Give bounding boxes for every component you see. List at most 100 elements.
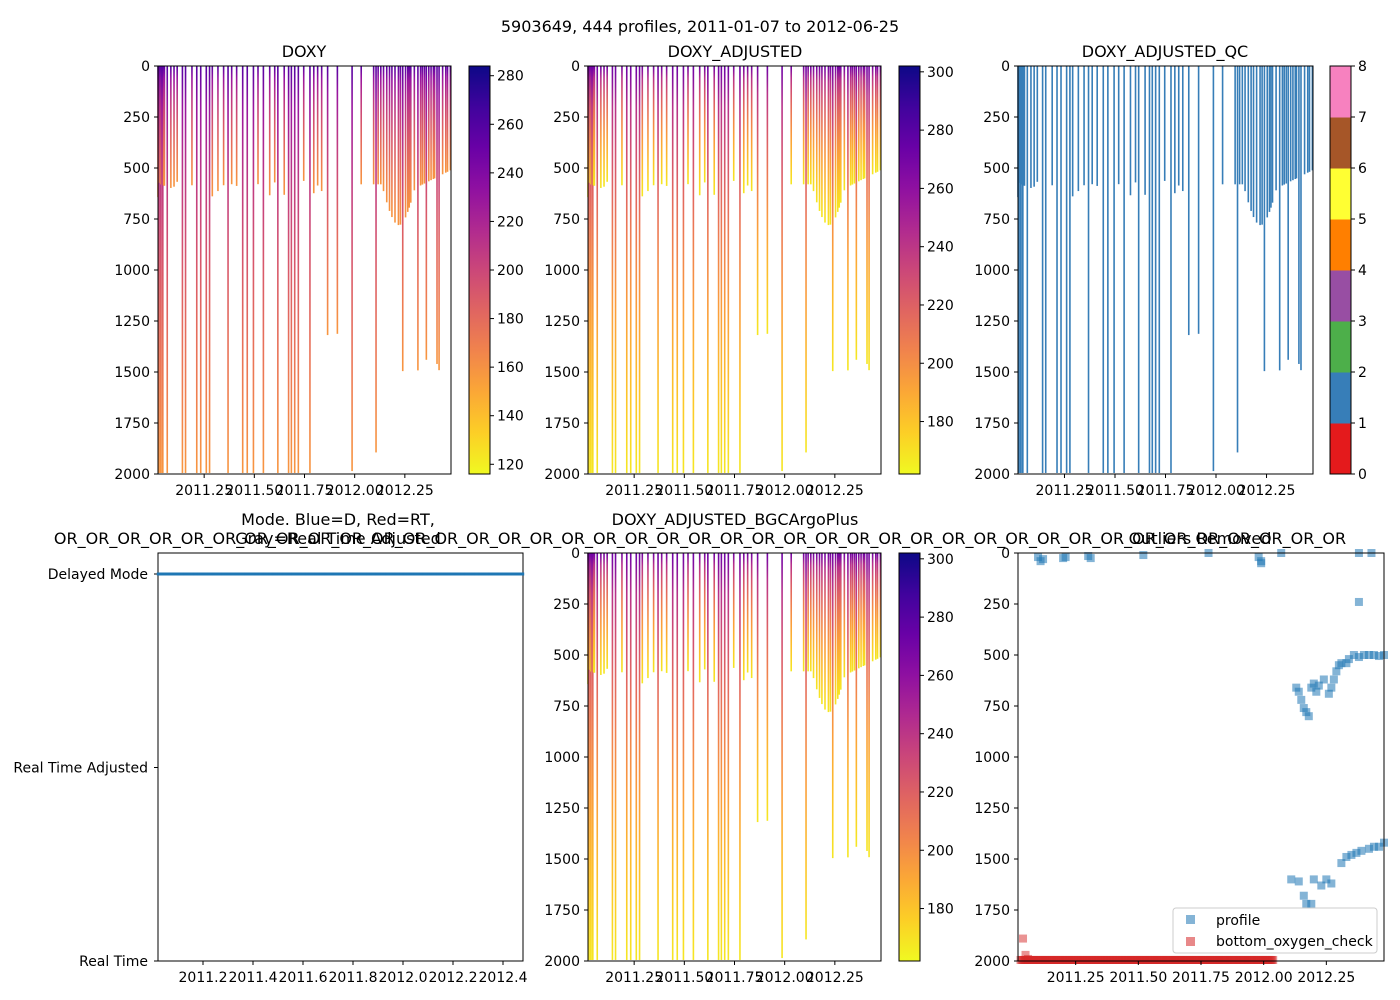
profile-bar xyxy=(1154,66,1157,473)
y-tick-label: 2000 xyxy=(974,954,1010,970)
y-tick-label: 750 xyxy=(553,212,580,228)
profile-bar xyxy=(1174,66,1176,194)
mode-point xyxy=(414,572,418,576)
profile-point xyxy=(1294,687,1303,696)
panel-mode-plot-area: Delayed Mode Real Time Adjusted Real Time 2… xyxy=(13,552,528,986)
profile-bar xyxy=(831,66,834,372)
profile-bar xyxy=(868,66,870,371)
profile-bar xyxy=(815,66,818,203)
profile-bar xyxy=(408,66,411,208)
profile-bar xyxy=(290,66,293,473)
profile-point xyxy=(1312,687,1321,696)
x-tick-label: 2011.75 xyxy=(706,970,764,986)
profile-bar xyxy=(600,553,602,675)
x-tick-label: 2012.25 xyxy=(376,483,434,499)
panel-bgcargoplus-plot-area: 0250500750100012501500175020002011.25201… xyxy=(544,546,882,986)
profile-bar xyxy=(652,553,655,673)
y-tick-label: 1750 xyxy=(974,416,1010,432)
colorbar-tick-label: 140 xyxy=(497,409,524,425)
profile-point xyxy=(1342,852,1351,861)
y-tick-label: 1250 xyxy=(544,314,580,330)
profile-bar xyxy=(430,66,432,181)
x-tick-label: 2011.2 xyxy=(179,970,228,986)
profile-bar xyxy=(1241,66,1244,185)
colorbar-gradient xyxy=(899,66,920,474)
profile-bar xyxy=(246,66,249,473)
profile-bar xyxy=(385,66,388,203)
profile-point xyxy=(1352,848,1361,857)
panel-doxy-colorbar: 120 140 160 180 200 220 240 260 280 xyxy=(468,65,524,475)
profile-bar xyxy=(660,553,663,672)
profile-bar xyxy=(1270,66,1272,208)
profile-bar xyxy=(162,66,165,186)
y-tick-label: 750 xyxy=(983,699,1010,715)
profile-bar xyxy=(589,553,592,960)
profile-bar xyxy=(860,66,862,181)
profile-bar xyxy=(836,66,839,212)
x-tick-label: 2011.4 xyxy=(229,970,278,986)
profile-bar xyxy=(351,66,353,472)
profile-bar xyxy=(742,553,745,681)
x-tick-label: 2012.4 xyxy=(479,970,528,986)
profile-bar xyxy=(1022,66,1024,473)
profile-bar xyxy=(1287,66,1289,360)
profile-point xyxy=(1327,879,1336,888)
profile-bar xyxy=(707,66,709,473)
profile-bar xyxy=(241,66,244,473)
panel-doxy-adjusted-colorbar: 180 200 220 240 260 280 300 xyxy=(898,65,954,475)
profile-bar xyxy=(838,66,841,208)
mode-point xyxy=(411,572,414,576)
profile-bar xyxy=(297,66,300,473)
y-tick-label: 250 xyxy=(553,110,580,126)
colorbar-segment xyxy=(1330,270,1351,322)
profile-bar xyxy=(652,66,655,186)
profile-point xyxy=(1369,651,1378,659)
y-tick-label: 250 xyxy=(123,110,150,126)
colorbar-gradient xyxy=(899,553,920,961)
panel-mode: Delayed Mode Real Time Adjusted Real Time 2… xyxy=(13,552,528,986)
profile-bar xyxy=(1077,66,1080,192)
profile-bar xyxy=(417,66,419,371)
profile-bar xyxy=(756,66,759,336)
profile-bar xyxy=(336,66,339,334)
y-tick-label: 1000 xyxy=(974,750,1010,766)
mode-category-label: Delayed Mode xyxy=(48,567,148,583)
bottom-check-point xyxy=(1019,934,1028,943)
profile-bar xyxy=(1266,66,1269,218)
profile-bar xyxy=(287,66,290,473)
y-tick-label: 1250 xyxy=(544,801,580,817)
profile-point xyxy=(1307,899,1316,908)
profile-bar xyxy=(273,66,276,183)
y-tick-label: 1500 xyxy=(974,852,1010,868)
profile-point xyxy=(1302,708,1311,717)
profile-bar xyxy=(446,66,449,172)
profile-bar xyxy=(1197,66,1200,334)
profile-bar xyxy=(838,553,841,695)
profile-bar xyxy=(413,66,416,191)
profile-bar xyxy=(657,66,659,473)
profile-bar xyxy=(1271,66,1274,203)
profile-bar xyxy=(698,66,701,196)
colorbar-tick-label: 280 xyxy=(497,69,524,85)
panel-doxy: DOXY 0 250 500 750 1000 1250 1500 1750 2000 2011.… xyxy=(114,42,523,499)
profile-bar xyxy=(1087,66,1090,473)
colorbar-segment xyxy=(1330,321,1351,373)
profile-bar xyxy=(160,66,163,185)
profile-point xyxy=(1364,651,1373,659)
colorbar-tick-label: 200 xyxy=(927,356,954,372)
profile-bar xyxy=(876,553,879,659)
profile-bar xyxy=(161,66,163,473)
colorbar-tick-label: 300 xyxy=(927,65,954,81)
colorbar-tick-label: 220 xyxy=(497,214,524,230)
y-tick-label: 500 xyxy=(553,161,580,177)
profile-bar xyxy=(432,66,435,180)
profile-bar xyxy=(665,66,668,186)
profile-bar xyxy=(195,66,198,473)
profile-bar xyxy=(827,553,830,713)
profile-bar xyxy=(283,66,286,195)
y-tick-label: 1500 xyxy=(544,365,580,381)
profile-bar xyxy=(810,66,812,185)
profile-bar xyxy=(727,553,730,960)
profile-bar xyxy=(853,553,856,671)
